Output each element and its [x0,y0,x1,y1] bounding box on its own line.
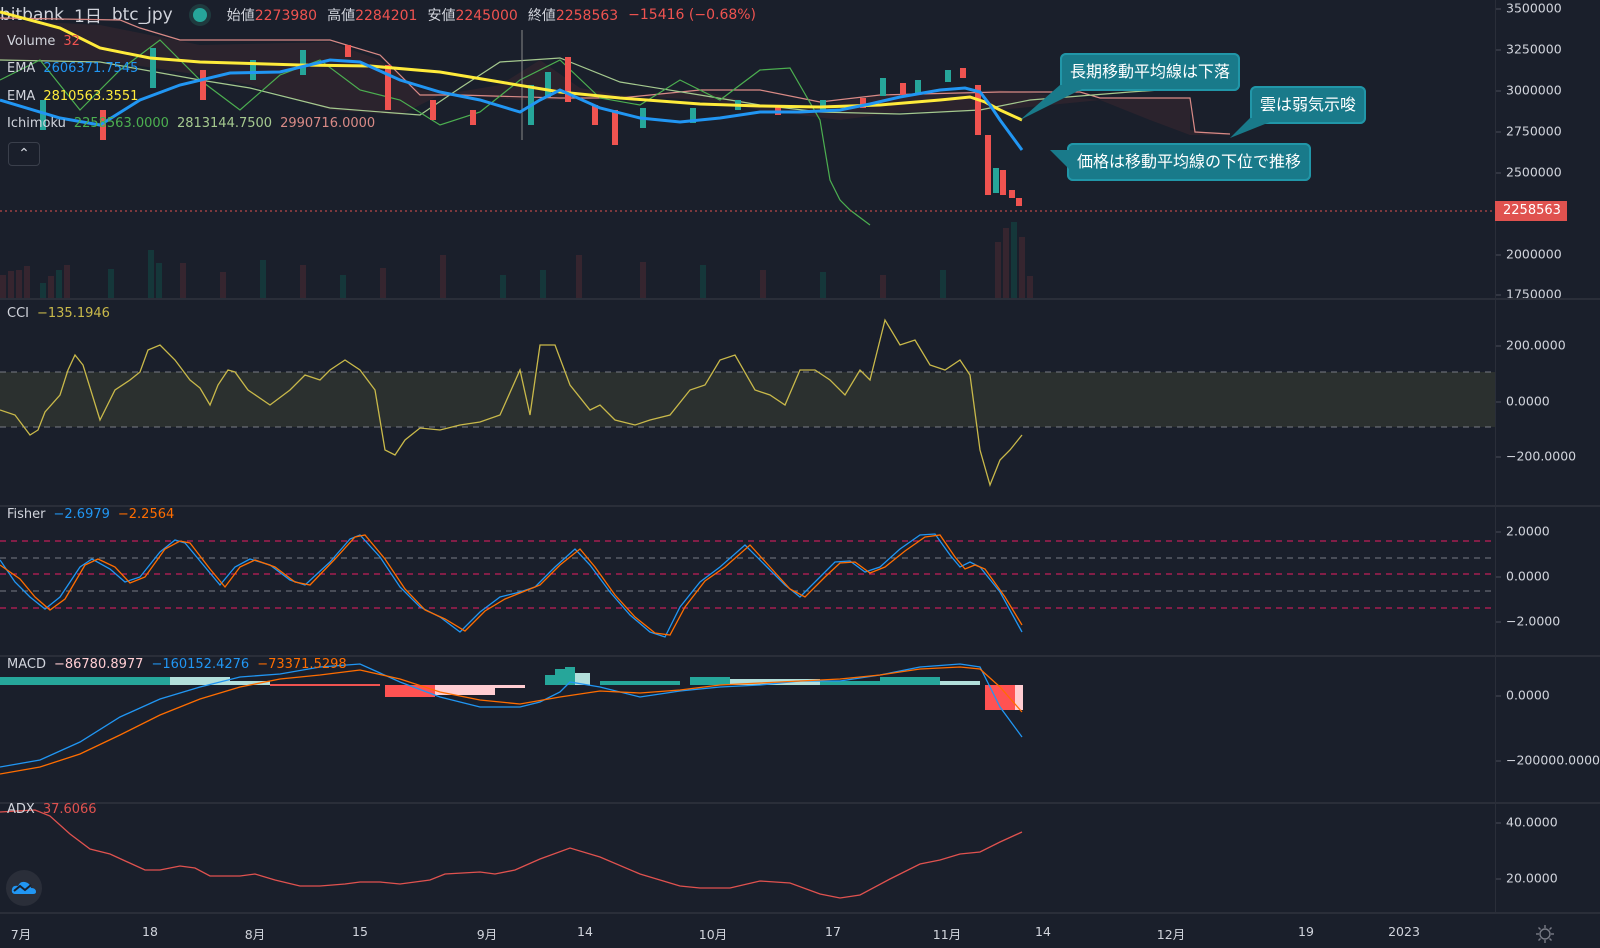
ema-fast-legend[interactable]: EMA 2606371.7545 [7,61,139,76]
callout-pointer [1050,150,1070,170]
symbol-name[interactable]: btc_jpy [111,4,173,25]
callout-pointer [1020,85,1090,120]
ichimoku-legend[interactable]: Ichimoku 2258563.0000 2813144.7500 29907… [7,116,376,131]
last-price-label: 2258563 [1495,201,1567,221]
chart-settings-button[interactable] [1535,924,1555,944]
price-chart [0,10,1495,298]
cci-legend[interactable]: CCI −135.1946 [7,306,110,321]
volume-legend[interactable]: Volume 32 [7,34,80,49]
pane-divider[interactable] [0,802,1600,804]
macd-histogram [0,667,1023,710]
chevron-up-icon: ⌃ [18,146,30,162]
exchange-name[interactable]: bitbank [0,4,65,25]
ema-slow-legend[interactable]: EMA 2810563.3551 [7,89,139,104]
price-axis[interactable]: 3500000 3250000 3000000 2750000 2500000 … [1495,0,1600,302]
macd-legend[interactable]: MACD −86780.8977 −160152.4276 −73371.529… [7,657,347,672]
market-status-icon [192,7,207,22]
price-pane[interactable]: Volume 32 EMA 2606371.7545 EMA 2810563.3… [0,0,1495,298]
interval[interactable]: 1日 [74,7,102,27]
collapse-legend-button[interactable]: ⌃ [8,142,40,166]
pane-divider[interactable] [0,298,1600,300]
pane-divider[interactable] [0,505,1600,507]
callout-pointer [1230,118,1280,138]
fisher-axis[interactable]: 2.0000 0.0000 −2.0000 [1495,507,1600,655]
annotation-cloud[interactable]: 雲は弱気示唆 [1250,86,1367,124]
cci-pane[interactable]: CCI −135.1946 [0,300,1495,505]
pane-divider[interactable] [0,655,1600,657]
cci-chart [0,318,1495,488]
change-value: −15416 (−0.68%) [628,6,757,23]
annotation-long-ma[interactable]: 長期移動平均線は下落 [1060,53,1241,91]
cci-axis[interactable]: 200.0000 0.0000 −200.0000 [1495,300,1600,505]
low-value: 2245000 [455,7,518,24]
fisher-chart [0,533,1495,638]
close-value: 2258563 [555,7,619,24]
tradingview-logo[interactable] [6,870,42,906]
volume-bars [0,222,1033,298]
fisher-legend[interactable]: Fisher −2.6979 −2.2564 [7,507,175,522]
fisher-pane[interactable]: Fisher −2.6979 −2.2564 [0,507,1495,655]
adx-axis[interactable]: 40.0000 20.0000 [1495,804,1600,912]
symbol-header: bitbank 1日 btc_jpy 始値2273980 高値2284201 安… [0,2,757,28]
cloud-chart-icon [11,881,37,894]
adx-pane[interactable]: ADX 37.6066 [0,802,1495,912]
settings-icon [1536,925,1554,943]
high-value: 2284201 [355,7,418,24]
adx-chart [0,809,1023,899]
macd-pane[interactable]: MACD −86780.8977 −160152.4276 −73371.529… [0,657,1495,802]
macd-chart [0,663,1023,775]
annotation-price-below[interactable]: 価格は移動平均線の下位で推移 [1067,143,1312,181]
adx-legend[interactable]: ADX 37.6066 [7,802,97,817]
macd-axis[interactable]: 0.0000 −200000.0000 [1495,657,1600,802]
open-value: 2273980 [254,7,318,24]
time-axis-divider [0,912,1600,914]
